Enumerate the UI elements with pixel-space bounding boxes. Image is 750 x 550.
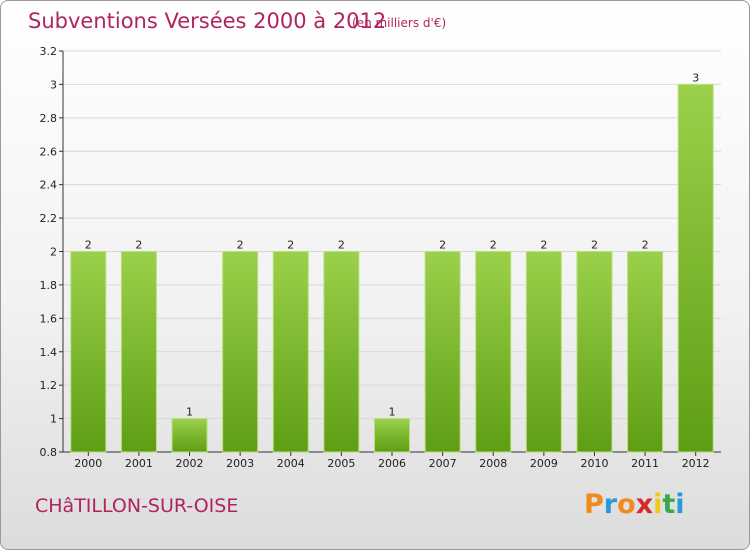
x-tick-label: 2007 — [429, 457, 457, 470]
bar — [627, 251, 664, 453]
y-tick-label: 3 — [50, 78, 57, 91]
bar — [525, 251, 562, 453]
bar-value-label: 2 — [85, 239, 92, 252]
bar — [120, 251, 157, 453]
x-tick-label: 2009 — [530, 457, 558, 470]
bar-value-label: 2 — [642, 239, 649, 252]
bar — [677, 83, 714, 453]
bar-value-label: 1 — [186, 406, 193, 419]
x-tick-label: 2000 — [74, 457, 102, 470]
bar — [272, 251, 309, 453]
bar-value-label: 2 — [135, 239, 142, 252]
y-tick-label: 3.2 — [40, 45, 58, 58]
logo-letter: r — [603, 489, 618, 520]
logo-letter: P — [584, 489, 604, 520]
logo-letter: x — [635, 489, 654, 520]
bar-value-label: 3 — [692, 71, 699, 84]
x-tick-label: 2001 — [125, 457, 153, 470]
y-tick-label: 1.2 — [40, 379, 58, 392]
bar — [374, 418, 410, 453]
bar-value-label: 2 — [287, 239, 294, 252]
bar-value-label: 2 — [338, 239, 345, 252]
x-tick-label: 2012 — [682, 457, 710, 470]
chart-title: Subventions Versées 2000 à 2012 — [28, 9, 387, 33]
y-tick-label: 2.6 — [40, 145, 58, 158]
y-tick-label: 0.8 — [40, 446, 58, 459]
bar-value-label: 2 — [439, 239, 446, 252]
bar-value-label: 1 — [389, 406, 396, 419]
chart-subtitle: (en milliers d'€) — [352, 16, 447, 30]
bar — [424, 251, 461, 453]
logo-letter: t — [662, 489, 676, 520]
bar-value-label: 2 — [591, 239, 598, 252]
x-tick-label: 2002 — [176, 457, 204, 470]
bar — [171, 418, 208, 453]
y-tick-label: 1.4 — [40, 346, 58, 359]
bar-value-label: 2 — [490, 239, 497, 252]
logo-letter: i — [675, 489, 685, 520]
y-tick-label: 1 — [50, 413, 57, 426]
x-tick-label: 2008 — [479, 457, 507, 470]
y-tick-label: 2.8 — [40, 112, 58, 125]
x-tick-label: 2006 — [378, 457, 406, 470]
x-tick-label: 2003 — [226, 457, 254, 470]
y-tick-label: 2 — [50, 246, 57, 259]
bar — [222, 251, 259, 453]
bar — [70, 251, 107, 453]
y-tick-label: 2.2 — [40, 212, 58, 225]
bar-value-label: 2 — [540, 239, 547, 252]
bar — [323, 251, 360, 453]
proxiti-logo: Proxiti — [584, 489, 685, 520]
x-tick-label: 2010 — [580, 457, 608, 470]
x-tick-label: 2005 — [327, 457, 355, 470]
x-tick-label: 2004 — [277, 457, 305, 470]
x-tick-label: 2011 — [631, 457, 659, 470]
bar-value-label: 2 — [237, 239, 244, 252]
bar — [576, 251, 613, 453]
bar — [475, 251, 512, 453]
logo-letter: o — [617, 489, 636, 520]
y-tick-label: 2.4 — [40, 179, 58, 192]
commune-name: CHâTILLON-SUR-OISE — [35, 495, 239, 517]
logo-letter: i — [653, 489, 663, 520]
y-tick-label: 1.8 — [40, 279, 58, 292]
y-tick-label: 1.6 — [40, 312, 58, 325]
